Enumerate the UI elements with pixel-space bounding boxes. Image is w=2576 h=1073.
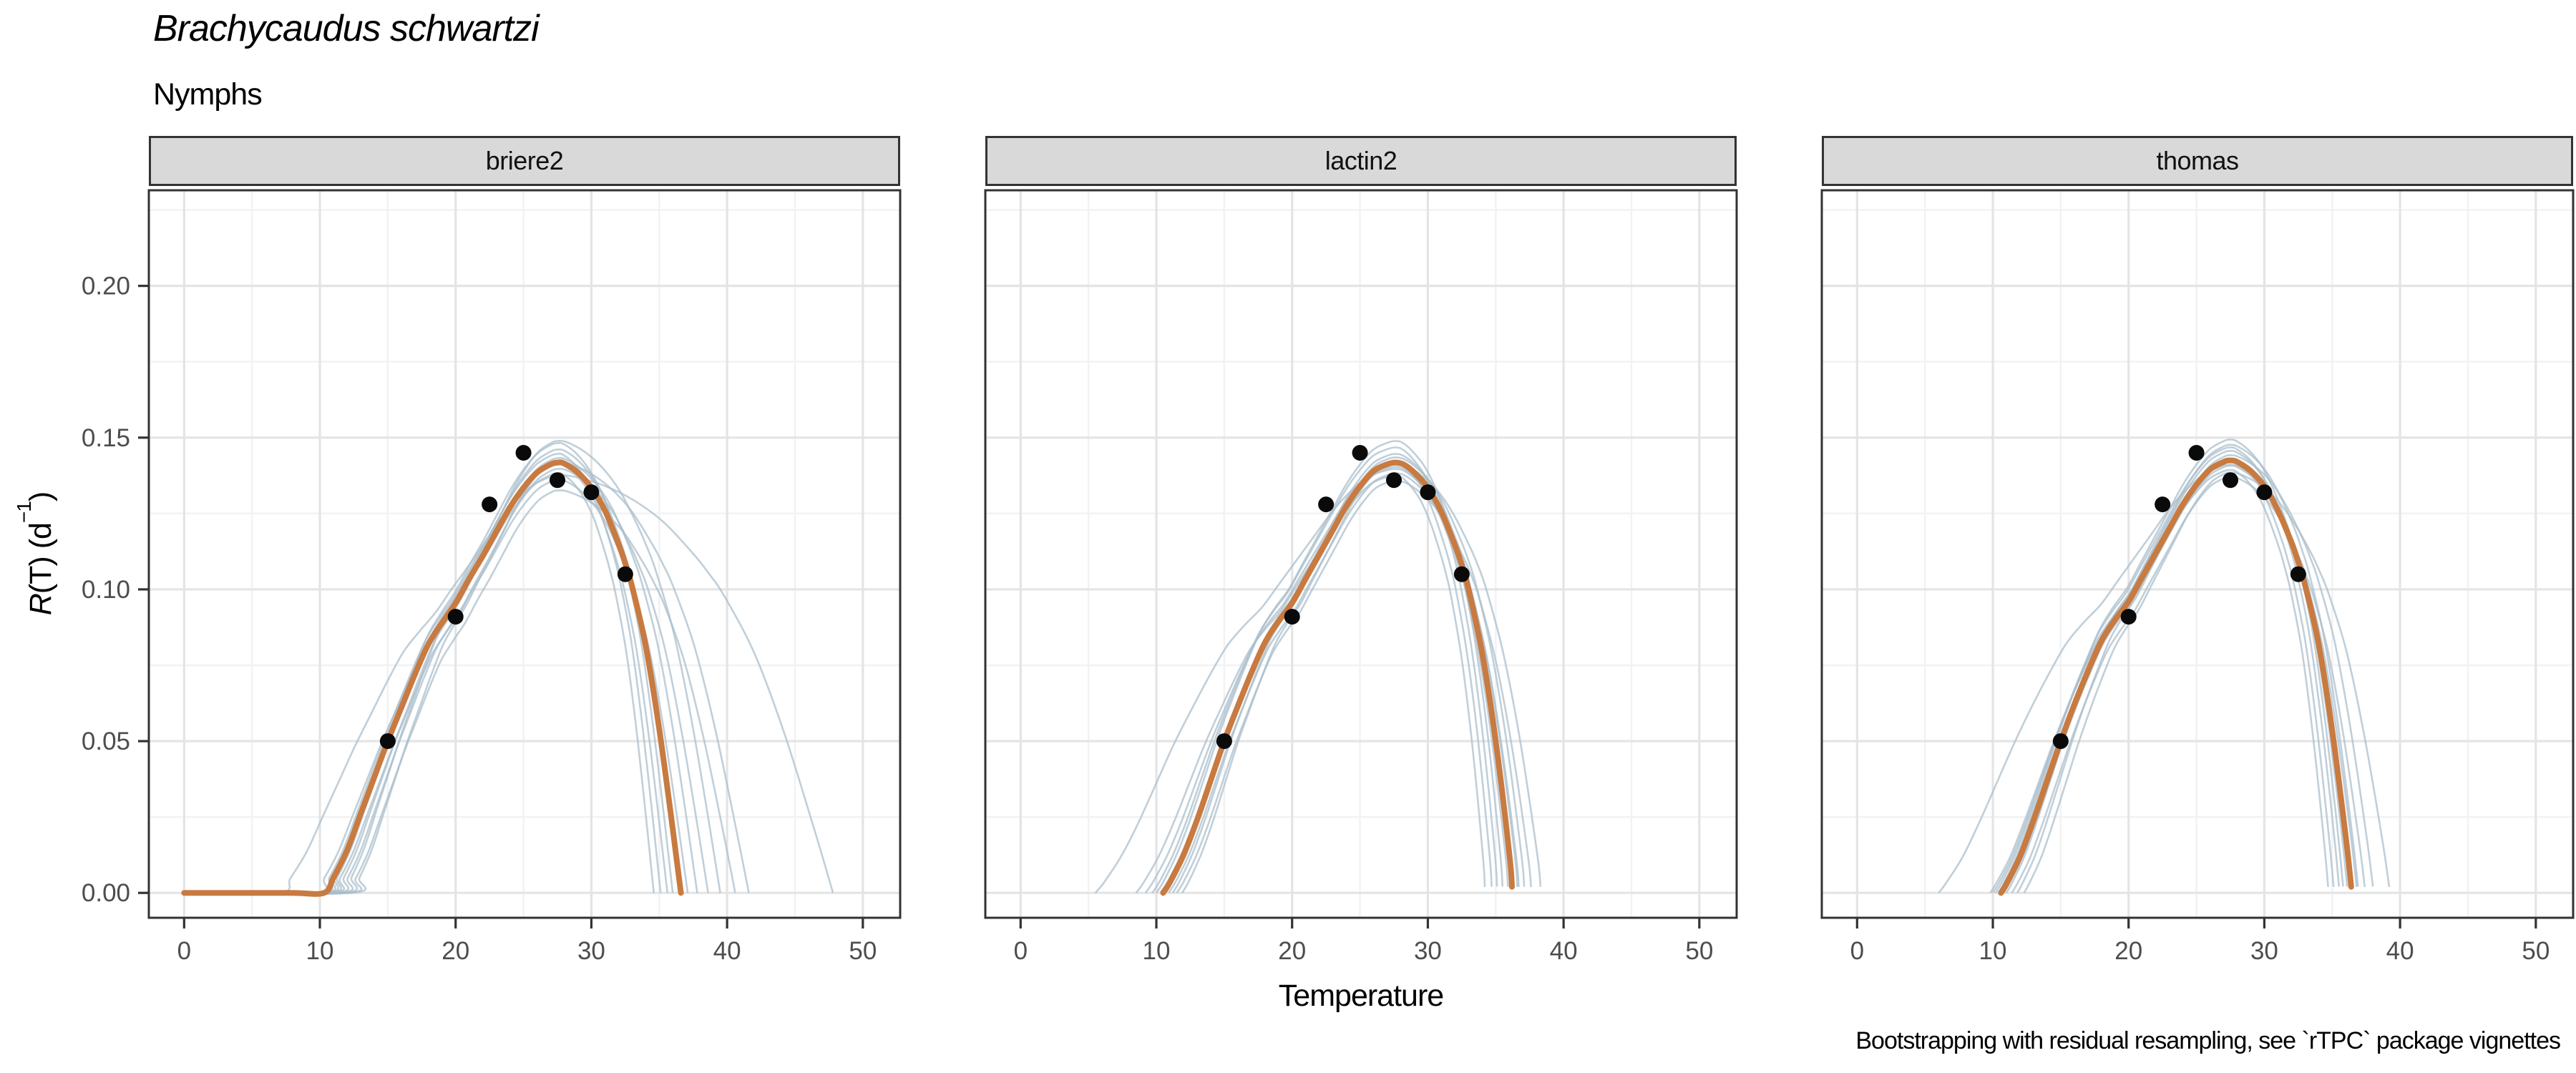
- x-axis-tick-label: 30: [2250, 937, 2278, 965]
- x-axis-tick-label: 50: [2522, 937, 2550, 965]
- bootstrap-curve: [1176, 479, 1532, 893]
- facet-strip-label: briere2: [485, 146, 564, 175]
- x-axis-tick-label: 10: [1143, 937, 1171, 965]
- y-axis-tick-label: 0.15: [82, 424, 130, 452]
- x-axis-tick-label: 10: [1979, 937, 2007, 965]
- data-point: [2188, 445, 2205, 461]
- bootstrap-curve: [2023, 471, 2391, 893]
- facet-strip-label: thomas: [2156, 146, 2239, 175]
- x-axis-tick-label: 0: [177, 937, 191, 965]
- y-axis-title-mid: (T) (d: [24, 523, 58, 594]
- x-axis-title: Temperature: [1278, 979, 1444, 1013]
- data-point: [1386, 472, 1402, 489]
- data-point: [1420, 484, 1436, 501]
- data-point: [550, 472, 566, 489]
- data-point: [2120, 609, 2137, 625]
- bootstrap-curve: [184, 439, 721, 896]
- x-axis-tick-label: 40: [713, 937, 741, 965]
- bootstrap-curve: [1135, 474, 1486, 893]
- data-point: [2052, 733, 2069, 750]
- data-point: [1284, 609, 1300, 625]
- y-axis-tick-label: 0.00: [82, 879, 130, 907]
- x-axis-tick-label: 20: [441, 937, 469, 965]
- bootstrap-curve: [184, 489, 736, 895]
- data-point: [1318, 496, 1335, 513]
- caption: Bootstrapping with residual resampling, …: [1855, 1027, 2561, 1054]
- bootstrap-curve: [1167, 472, 1520, 893]
- x-axis-tick-label: 0: [1014, 937, 1028, 965]
- data-point: [1216, 733, 1232, 750]
- facet-strip-lactin2: lactin2: [985, 136, 1737, 186]
- facet-strip-briere2: briere2: [149, 136, 900, 186]
- y-axis-title-superscript: −1: [13, 501, 35, 524]
- x-axis-tick-label: 30: [1414, 937, 1442, 965]
- plot-subtitle: Nymphs: [153, 77, 263, 112]
- data-point: [583, 484, 600, 501]
- data-point: [2223, 472, 2239, 489]
- facet-strip-thomas: thomas: [1822, 136, 2573, 186]
- bootstrap-curve: [1144, 461, 1493, 893]
- data-point: [447, 609, 464, 625]
- y-axis-tick-label: 0.10: [82, 576, 130, 604]
- data-point: [515, 445, 532, 461]
- fit-curve: [1998, 457, 2354, 896]
- x-axis-tick-label: 20: [2114, 937, 2142, 965]
- data-point: [2290, 566, 2306, 582]
- bootstrap-curve: [1997, 438, 2344, 893]
- bootstrap-curve: [184, 461, 750, 896]
- data-point: [482, 496, 498, 513]
- panel-border: [1820, 189, 2575, 919]
- x-axis-tick-label: 20: [1278, 937, 1306, 965]
- bootstrap-curve: [184, 463, 668, 896]
- x-axis-tick-label: 40: [2386, 937, 2414, 965]
- x-axis-tick-label: 0: [1850, 937, 1864, 965]
- data-point: [1352, 445, 1368, 461]
- panel-border: [984, 189, 1738, 919]
- y-axis-title-italic: R: [24, 594, 58, 616]
- x-axis-tick-label: 50: [1685, 937, 1713, 965]
- data-point: [1453, 566, 1470, 582]
- x-axis-tick-label: 50: [849, 937, 877, 965]
- x-axis-tick-label: 10: [306, 937, 334, 965]
- panel-border: [147, 189, 902, 919]
- bootstrap-curve: [184, 479, 689, 896]
- y-axis-tick-label: 0.20: [82, 273, 130, 300]
- x-axis-tick-label: 30: [577, 937, 605, 965]
- y-axis-title-tail: ): [24, 491, 58, 502]
- data-point: [2256, 484, 2273, 501]
- facet-strip-label: lactin2: [1324, 146, 1397, 175]
- data-point: [617, 566, 633, 582]
- y-axis-title: R(T) (d−1): [13, 389, 59, 718]
- data-point: [379, 733, 396, 750]
- x-axis-tick-label: 40: [1550, 937, 1578, 965]
- data-point: [2155, 496, 2171, 513]
- plot-title: Brachycaudus schwartzi: [153, 8, 540, 49]
- y-axis-tick-label: 0.05: [82, 727, 130, 755]
- bootstrap-curve: [184, 472, 655, 896]
